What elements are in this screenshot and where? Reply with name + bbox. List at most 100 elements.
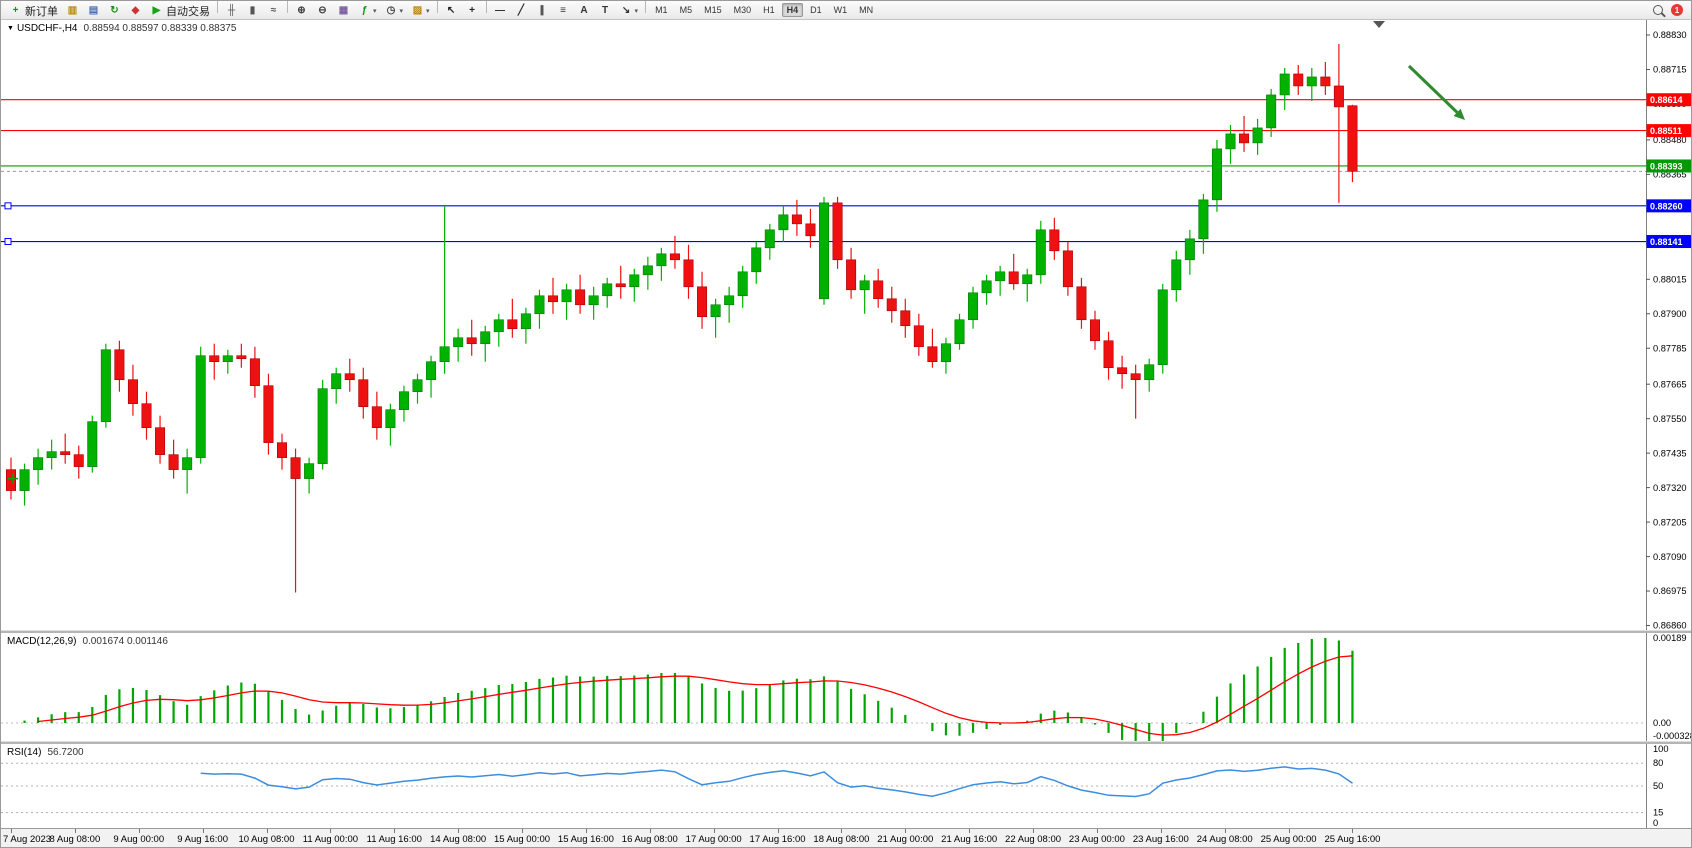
timeframe-buttons: M1 M5 M15 M30 H1 H4 D1 W1 MN (649, 3, 879, 17)
new-order-button[interactable]: + 新订单 (5, 3, 62, 19)
time-axis-tick (841, 829, 843, 833)
tf-m5[interactable]: M5 (679, 5, 693, 15)
time-axis-tick (1224, 829, 1226, 833)
time-axis-label: 17 Aug 00:00 (685, 834, 742, 845)
bar-chart-mode-icon[interactable]: ╫ (221, 3, 242, 19)
fibonacci-icon[interactable]: ≡ (553, 3, 574, 19)
price-badge-0.88614: 0.88614 (1646, 93, 1691, 107)
svg-text:0.87785: 0.87785 (1653, 343, 1687, 353)
time-axis-tick (1352, 829, 1354, 833)
time-axis-label: 11 Aug 16:00 (366, 834, 422, 845)
time-axis-tick (522, 829, 524, 833)
label-tool-icon[interactable]: T (595, 3, 616, 19)
toolbar-separator (436, 1, 438, 14)
tile-windows-icon[interactable]: ▦ (333, 3, 354, 19)
arrow-tools-icon[interactable]: ↘ ▾ (616, 3, 643, 19)
time-axis-label: 17 Aug 16:00 (749, 834, 806, 845)
macd-label: MACD(12,26,9) 0.001674 0.001146 (7, 636, 168, 647)
cursor-icon[interactable]: ↖ (441, 3, 462, 19)
toolbar-separator (287, 1, 288, 14)
time-axis-label: 24 Aug 08:00 (1196, 834, 1253, 845)
time-axis-label: 14 Aug 08:00 (430, 834, 487, 845)
rsi-line (200, 766, 1353, 798)
chart-dropdown-icon[interactable]: ▼ (7, 25, 14, 32)
svg-text:0.88830: 0.88830 (1653, 30, 1687, 40)
templates-icon: ▨ (412, 5, 423, 17)
time-axis-tick (1096, 829, 1098, 833)
equidistant-channel-icon[interactable]: ∥ (532, 3, 553, 19)
rsi-canvas[interactable]: 100 80 50 150 (1, 744, 1692, 828)
macd-histogram (23, 637, 1354, 741)
main-chart-panel: 0.888300.887150.886000.884800.883650.882… (1, 20, 1691, 630)
line-handle[interactable] (4, 202, 12, 210)
arrow-object[interactable] (1407, 64, 1465, 120)
search-icon[interactable] (1653, 5, 1663, 15)
fibonacci-icon: ≡ (560, 5, 566, 17)
zoom-in-icon: ⊕ (297, 5, 306, 17)
line-handle[interactable] (4, 238, 12, 246)
tf-h1[interactable]: H1 (763, 5, 775, 15)
macd-indicator-name: MACD(12,26,9) (7, 636, 77, 647)
indicators-icon[interactable]: ƒ ▾ (354, 3, 381, 19)
tf-mn[interactable]: MN (859, 5, 874, 15)
zoom-out-icon[interactable]: ⊖ (312, 3, 333, 19)
periods-icon[interactable]: ◷ ▾ (381, 3, 408, 19)
chart-shift-marker[interactable] (1373, 21, 1385, 28)
tf-m1[interactable]: M1 (655, 5, 668, 15)
time-axis-tick (777, 829, 779, 833)
metaeditor-icon: ◆ (131, 5, 140, 17)
rsi-panel: 100 80 50 15 0 RSI(14) 56.7200 (1, 744, 1691, 828)
price-axis-ticks: 0.888300.887150.886000.884800.883650.882… (1646, 30, 1687, 630)
time-axis-tick (11, 829, 12, 833)
zoom-in-icon[interactable]: ⊕ (291, 3, 312, 19)
cross-marker[interactable] (8, 473, 18, 484)
rsi-value: 56.7200 (47, 747, 84, 758)
time-axis-label: 8 Aug 08:00 (49, 834, 101, 845)
tf-d1[interactable]: D1 (810, 5, 822, 15)
macd-panel: 0.00189 0.00 -0.000328 MACD(12,26,9) 0.0016… (1, 633, 1691, 741)
svg-text:0.87320: 0.87320 (1653, 483, 1687, 493)
macd-values: 0.001674 0.001146 (82, 636, 168, 647)
svg-text:0.87665: 0.87665 (1653, 379, 1687, 389)
svg-text:0.87435: 0.87435 (1653, 448, 1687, 458)
tf-m15[interactable]: M15 (704, 5, 722, 15)
horizontal-line-icon[interactable]: — (490, 3, 511, 19)
time-axis[interactable]: 7 Aug 2023 8 Aug 08:00 9 Aug 00:00 9 Aug 16… (1, 828, 1691, 847)
line-chart-mode-icon[interactable]: ≈ (263, 3, 284, 19)
svg-text:0.88365: 0.88365 (1653, 170, 1687, 180)
templates-icon[interactable]: ▨ ▾ (407, 3, 434, 19)
svg-text:0.87205: 0.87205 (1653, 517, 1687, 527)
svg-text:0.88260: 0.88260 (1650, 201, 1683, 211)
candlestick-mode-icon: ▮ (249, 5, 256, 17)
time-axis-tick (458, 829, 460, 833)
crosshair-icon[interactable]: + (462, 3, 483, 19)
profiles-icon[interactable]: ▤ (83, 3, 104, 19)
text-tool-icon[interactable]: A (574, 3, 595, 19)
bar-chart-mode-icon: ╫ (227, 5, 236, 17)
profiles-icon: ▤ (88, 5, 99, 17)
metaeditor-icon[interactable]: ◆ (125, 3, 146, 19)
time-axis-tick (138, 829, 140, 833)
svg-text:0.88715: 0.88715 (1653, 65, 1687, 75)
new-order-icon: + (12, 5, 19, 17)
panel-splitter-macd[interactable] (1, 630, 1691, 633)
notification-badge[interactable]: 1 (1671, 4, 1683, 16)
panel-splitter-rsi[interactable] (1, 741, 1691, 744)
periods-icon: ◷ (386, 5, 396, 17)
time-axis-label: 9 Aug 00:00 (113, 834, 165, 845)
toolbar-separator (217, 1, 218, 14)
macd-canvas[interactable]: 0.00189 0.00 -0.000328 (1, 633, 1692, 741)
toolbar-buttons: + 新订单 ▥ ▤ ↻ ◆ ▶ 自动交易 ╫ ▮ ≈ ⊕ ⊖ ▦ ƒ ▾ ◷ ▾ ▨ ▾ ↖ + — ╱ ∥ ≡ A T ↘ ▾ (5, 1, 649, 19)
new-chart-icon[interactable]: ▥ (62, 3, 83, 19)
main-chart-canvas[interactable]: 0.888300.887150.886000.884800.883650.882… (1, 20, 1692, 630)
autotrading-button[interactable]: ▶ 自动交易 (146, 3, 214, 19)
tf-w1[interactable]: W1 (833, 5, 848, 15)
candlestick-mode-icon[interactable]: ▮ (242, 3, 263, 19)
tf-h4[interactable]: H4 (781, 3, 804, 17)
time-axis-label: 25 Aug 00:00 (1260, 834, 1317, 845)
price-badge-0.88393: 0.88393 (1646, 159, 1691, 173)
tf-m30[interactable]: M30 (733, 5, 752, 15)
trendline-icon[interactable]: ╱ (511, 3, 532, 19)
time-axis-tick (585, 829, 587, 833)
refresh-icon[interactable]: ↻ (104, 3, 125, 19)
